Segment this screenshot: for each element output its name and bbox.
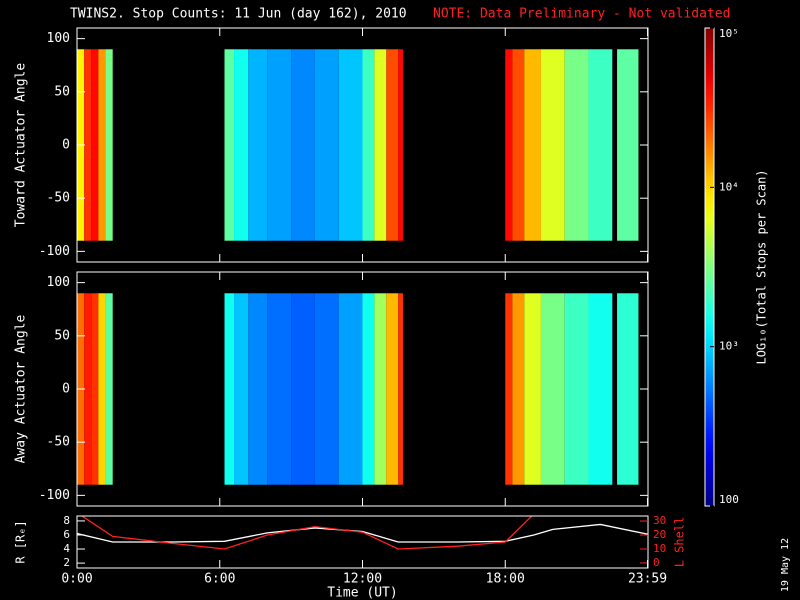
colorbar-tick-label: 10⁵ [719,27,739,40]
heat-cell [617,49,639,241]
heat-cell [524,49,541,241]
heat-cell [588,293,613,485]
heat-cell [362,49,375,241]
heat-cell [524,293,541,485]
heat-cell [248,49,268,241]
heat-cell [105,49,113,241]
heat-cell [314,49,339,241]
line [80,516,533,550]
heat-cell [386,293,399,485]
heat-cell [374,49,387,241]
x-tick-label: 6:00 [204,572,235,587]
y2-tick-label: 10 [653,542,666,555]
heat-cell [540,293,565,485]
heat-cell [91,49,99,241]
heat-cell [338,49,363,241]
heat-cell [291,49,315,241]
chart-title: TWINS2. Stop Counts: 11 Jun (day 162), 2… [70,7,407,22]
heat-cell [84,49,92,241]
heat-cell [374,293,387,485]
y2-tick-label: 20 [653,528,666,541]
y2-tick-label: 0 [653,556,660,569]
heat-cell [512,293,525,485]
y-tick-label: 50 [54,328,70,343]
heat-cell [98,49,106,241]
heat-cell [398,293,403,485]
heat-cell [505,49,513,241]
heat-cell [224,293,235,485]
heat-cell [564,293,589,485]
y-tick-label: -100 [39,244,70,259]
heat-cell [84,293,92,485]
heat-cell [105,293,113,485]
heat-cell [234,293,249,485]
heat-cell [540,49,565,241]
x-tick-label: 12:00 [343,572,382,587]
y-axis-label: R [Rₑ] [14,520,28,563]
y-tick-label: 8 [63,514,70,527]
heat-cell [224,49,235,241]
y-tick-label: 6 [63,528,70,541]
heat-cell [267,293,292,485]
x-axis-label: Time (UT) [327,586,397,600]
x-tick-label: 0:00 [61,572,92,587]
colorbar-tick-label: 10⁴ [719,180,739,193]
y2-axis-label: L Shell [673,517,687,568]
heat-cell [386,49,399,241]
heat-cell [98,293,106,485]
line [77,523,648,543]
heat-cell [291,293,315,485]
heat-cell [248,293,268,485]
y-tick-label: 50 [54,84,70,99]
heat-cell [338,293,363,485]
heat-cell [267,49,292,241]
colorbar-tick-label: 100 [719,493,739,506]
heat-cell [512,49,525,241]
y-tick-label: -50 [47,435,70,450]
heat-cell [91,293,99,485]
heat-cell [314,293,339,485]
colorbar-label: LOG₁₀(Total Stops per Scan) [755,169,769,364]
y-tick-label: 0 [62,382,70,397]
y-tick-label: 2 [63,556,70,569]
y-axis-label: Away Actuator Angle [14,314,29,463]
heat-cell [617,293,639,485]
x-tick-label: 23:59 [628,572,667,587]
y-tick-label: -50 [47,191,70,206]
y-tick-label: 100 [47,275,70,290]
heat-cell [564,49,589,241]
heat-cell [234,49,249,241]
heat-cell [362,293,375,485]
note: NOTE: Data Preliminary - Not validated [433,7,730,22]
y-tick-label: -100 [39,488,70,503]
heat-cell [398,49,403,241]
date-stamp: 19 May 12 [780,538,791,592]
colorbar [704,27,715,507]
y-tick-label: 4 [63,542,70,555]
heat-cell [505,293,513,485]
y-tick-label: 100 [47,31,70,46]
y2-tick-label: 30 [653,514,666,527]
colorbar-tick-label: 10³ [719,340,739,353]
heat-cell [588,49,613,241]
x-tick-label: 18:00 [486,572,525,587]
y-axis-label: Toward Actuator Angle [14,63,29,228]
y-tick-label: 0 [62,138,70,153]
